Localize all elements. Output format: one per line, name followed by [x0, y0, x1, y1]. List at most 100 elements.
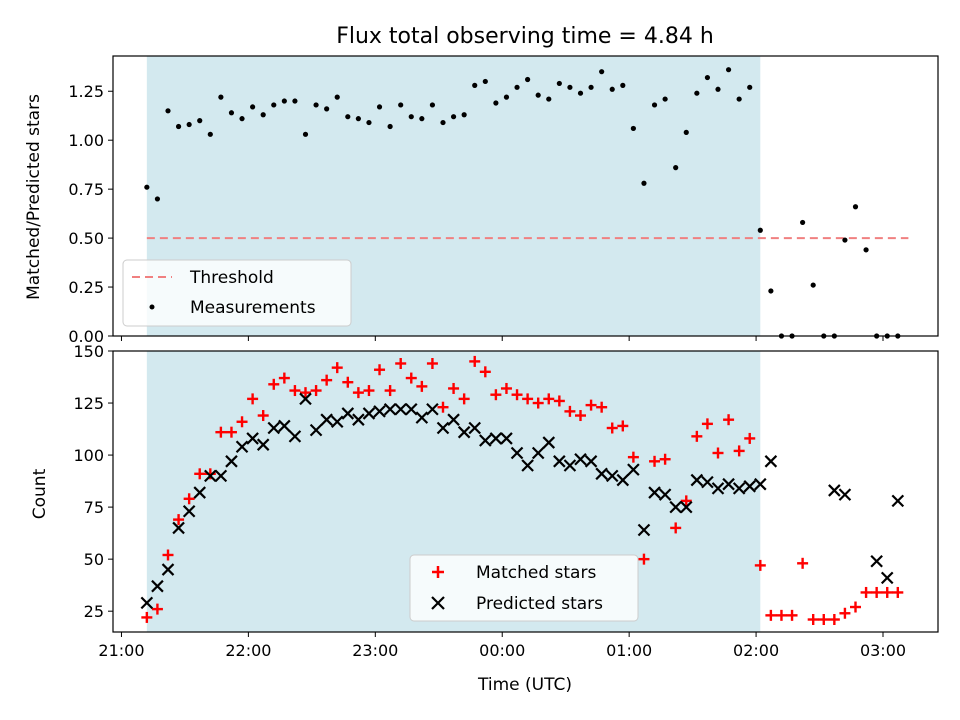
matched-star-point — [585, 399, 597, 411]
measurement-point — [260, 112, 266, 118]
predicted-star-point — [161, 563, 175, 576]
matched-star-point — [723, 414, 735, 426]
predicted-star-point — [563, 459, 577, 472]
measurement-point — [398, 102, 404, 108]
top-y-axis-label: Matched/Predicted stars — [24, 94, 44, 300]
measurement-point — [292, 98, 298, 104]
predicted-star-point — [341, 407, 355, 420]
predicted-star-point — [299, 392, 312, 406]
chart-title: Flux total observing time = 4.84 h — [336, 24, 714, 49]
predicted-star-point — [204, 469, 217, 483]
matched-star-point — [691, 430, 703, 442]
predicted-star-point — [172, 521, 185, 535]
bottom-panel: 25 50 75 100 125 150 21:00 22:00 23:00 00:00 01:0… — [30, 342, 939, 695]
matched-star-point — [797, 557, 809, 569]
measurement-point — [165, 108, 171, 114]
predicted-star-point — [627, 463, 640, 476]
top-y-tick-label: 0.50 — [68, 229, 104, 248]
legend-predicted-label: Predicted stars — [476, 594, 603, 614]
matched-star-point — [247, 393, 259, 405]
measurement-point — [810, 282, 816, 288]
matched-star-point — [680, 495, 692, 507]
measurement-point — [250, 104, 256, 110]
predicted-star-point — [151, 579, 164, 593]
matched-star-point — [183, 493, 195, 505]
matched-star-point — [500, 382, 512, 394]
predicted-star-point — [436, 421, 450, 435]
measurement-point — [609, 86, 615, 92]
predicted-star-point — [479, 434, 492, 447]
legend-matched-label: Matched stars — [476, 563, 596, 583]
predicted-star-point — [278, 419, 291, 433]
predicted-star-point — [489, 432, 503, 445]
measurement-point — [694, 90, 700, 96]
predicted-star-point — [500, 432, 513, 445]
measurement-point — [725, 67, 732, 73]
matched-star-point — [194, 468, 206, 480]
predicted-star-point — [373, 405, 386, 418]
matched-star-point — [575, 410, 586, 422]
bottom-legend-box — [409, 554, 639, 622]
measurement-point — [429, 102, 436, 108]
measurement-point — [355, 116, 361, 122]
x-tick-label: 03:00 — [860, 641, 906, 660]
matched-star-point — [596, 401, 608, 413]
top-y-tick-label: 0.75 — [68, 180, 104, 199]
matched-star-point — [225, 426, 237, 438]
matched-star-point — [733, 445, 745, 457]
measurement-point — [366, 119, 372, 126]
matched-star-point — [892, 586, 904, 598]
measurement-point — [673, 165, 679, 171]
predicted-star-point — [468, 421, 482, 435]
predicted-star-point — [711, 482, 725, 495]
measurement-point — [662, 96, 668, 102]
matched-star-point — [744, 432, 756, 444]
top-legend: Threshold Measurements — [122, 259, 352, 327]
measurement-point — [546, 96, 552, 102]
measurement-point — [800, 219, 806, 226]
bottom-frame — [112, 350, 939, 633]
matched-star-point — [363, 385, 375, 397]
matched-star-point — [173, 514, 185, 526]
measurement-point — [599, 69, 605, 75]
measurement-point — [313, 102, 319, 108]
matched-star-point — [236, 416, 248, 428]
predicted-star-point — [404, 403, 418, 416]
predicted-star-point — [309, 423, 323, 437]
top-x-axis-ticks — [120, 336, 884, 341]
matched-star-point — [448, 382, 460, 394]
measurement-point — [175, 123, 182, 130]
measurement-point — [228, 110, 235, 116]
matched-star-point — [458, 393, 470, 405]
legend-measurements-swatch — [149, 304, 155, 310]
predicted-star-point — [870, 554, 883, 568]
matched-star-point — [606, 422, 618, 434]
predicted-star-point — [828, 484, 841, 497]
predicted-star-point — [267, 421, 281, 435]
predicted-star-point — [225, 455, 238, 468]
matched-star-point — [268, 378, 280, 390]
measurement-point — [503, 94, 510, 100]
bottom-y-tick-label: 125 — [73, 394, 104, 413]
top-y-tick-label: 0.00 — [68, 327, 104, 346]
measurement-point — [144, 184, 150, 190]
measurement-point — [376, 104, 383, 110]
measurement-point — [345, 114, 351, 120]
predicted-star-point — [754, 477, 767, 491]
predicted-star-point — [584, 455, 598, 468]
x-axis-label: Time (UTC) — [477, 675, 572, 695]
matched-star-point — [839, 607, 851, 619]
matched-star-point — [342, 376, 354, 388]
measurement-point — [577, 90, 584, 96]
top-y-tick-label: 1.00 — [68, 131, 104, 150]
x-tick-label: 01:00 — [606, 641, 652, 660]
matched-star-point — [374, 364, 386, 376]
measurement-point — [186, 121, 192, 128]
matched-star-point — [881, 586, 893, 598]
measurement-point — [757, 227, 763, 233]
predicted-star-point — [658, 488, 672, 501]
predicted-star-point — [531, 446, 545, 460]
bottom-y-tick-label: 150 — [73, 342, 104, 361]
matched-star-point — [828, 614, 840, 626]
